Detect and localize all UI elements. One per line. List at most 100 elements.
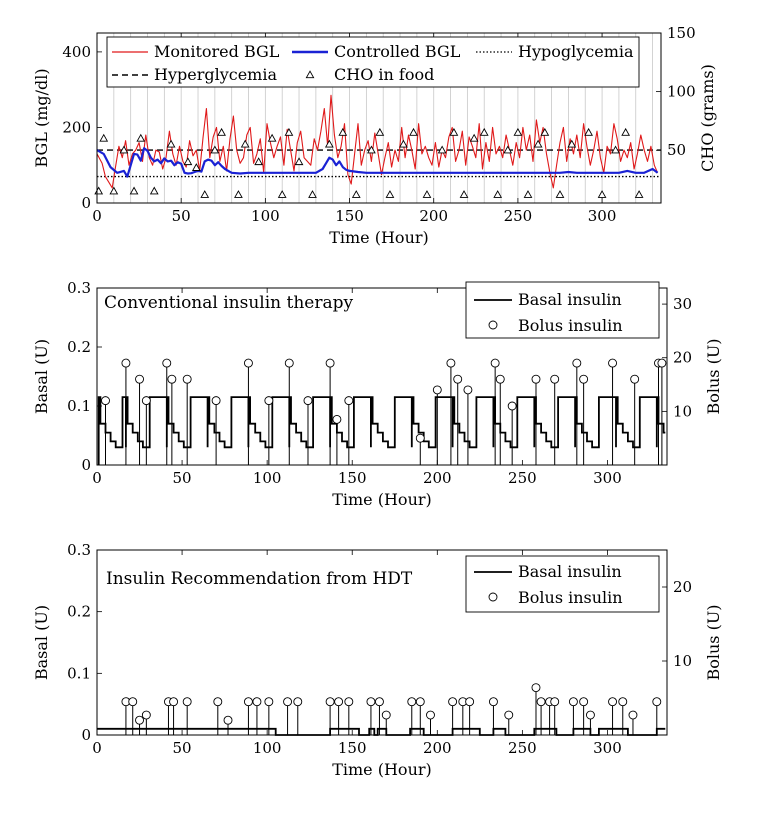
cho-marker (119, 145, 129, 154)
bolus-marker (211, 396, 221, 406)
bolus-marker (325, 697, 335, 707)
x-tick-label: 150 (335, 207, 364, 225)
cho-marker (469, 133, 479, 142)
legend-symbol (488, 320, 498, 330)
cho-marker (540, 127, 550, 136)
bolus-marker (495, 374, 505, 384)
bolus-marker (252, 697, 262, 707)
bolus-marker (135, 715, 144, 725)
bolus-marker (550, 697, 560, 707)
bolus-marker (465, 697, 475, 707)
cho-marker (634, 190, 644, 198)
bolus-marker (415, 433, 425, 443)
cho-marker (200, 190, 210, 198)
cho-marker (338, 127, 348, 136)
legend: Basal insulin Bolus insulin (465, 281, 660, 339)
y2-axis-label: CHO (grams) (698, 64, 717, 172)
x-tick-label: 150 (338, 739, 367, 757)
x-tick-label: 300 (593, 739, 622, 757)
conventional-insulin-panel: 0 50 100 150 200 250 300 0 0.1 0.2 0.3 10 20 30 Time (… (32, 279, 723, 509)
x-tick-label: 300 (593, 469, 622, 487)
cho-marker (294, 157, 304, 166)
cho-marker (422, 190, 432, 198)
cho-marker (129, 186, 139, 195)
cho-marker (555, 190, 565, 198)
y2-tick-label: 10 (673, 402, 692, 420)
y-tick-label: 0.3 (67, 279, 91, 297)
bolus-marker (141, 710, 151, 720)
bolus-marker (488, 697, 498, 707)
cho-marker (621, 127, 631, 136)
y-axis-label: BGL (mg/dl) (32, 68, 51, 167)
bolus-marker (213, 697, 223, 707)
bolus-marker (579, 374, 589, 384)
y-tick-label: 0.1 (67, 397, 91, 415)
panel-annotation: Insulin Recommendation from HDT (106, 569, 413, 589)
bolus-marker (101, 396, 110, 406)
legend-label: Hyperglycemia (154, 65, 277, 84)
bolus-marker (293, 697, 303, 707)
bolus-marker (618, 697, 628, 707)
cho-marker (277, 190, 287, 198)
bolus-marker (446, 358, 456, 368)
x-tick-label: 250 (504, 207, 533, 225)
bolus-marker (585, 710, 595, 720)
bolus-marker (628, 710, 638, 720)
bolus-marker (536, 697, 546, 707)
cho-marker (399, 139, 408, 148)
bolus-marker (344, 396, 354, 406)
y-tick-label: 200 (62, 118, 91, 136)
bolus-marker (448, 697, 458, 707)
x-tick-label: 100 (253, 469, 282, 487)
y2-tick-label: 10 (673, 652, 692, 670)
cho-marker (503, 145, 513, 154)
y2-axis-label: Bolus (U) (704, 604, 723, 680)
y-axis-label: Basal (U) (32, 605, 51, 680)
bolus-marker (463, 385, 473, 395)
bolus-marker (128, 697, 138, 707)
bolus-marker (243, 358, 253, 368)
x-tick-label: 50 (173, 739, 192, 757)
y-tick-label: 0.1 (67, 664, 91, 682)
bolus-marker (657, 358, 667, 368)
cho-marker (513, 127, 523, 136)
x-tick-label: 100 (253, 739, 282, 757)
cho-marker (267, 133, 277, 142)
cho-marker (240, 139, 250, 148)
bolus-marker (652, 697, 662, 707)
bolus-marker (303, 396, 313, 406)
cho-marker (99, 133, 109, 142)
cho-marker (191, 163, 201, 171)
cho-marker (351, 190, 361, 198)
y2-tick-label: 20 (673, 349, 692, 367)
controlled-bgl-line (96, 147, 659, 178)
x-axis-label: Time (Hour) (329, 228, 429, 247)
bolus-marker (507, 401, 517, 411)
x-tick-label: 250 (508, 739, 537, 757)
cho-marker (308, 190, 317, 198)
bolus-marker (332, 414, 342, 424)
bolus-marker (325, 358, 335, 368)
legend-box (106, 36, 640, 88)
x-tick-label: 200 (423, 739, 452, 757)
cho-marker (94, 186, 104, 195)
legend-label: Controlled BGL (334, 42, 461, 61)
bolus-marker (135, 374, 144, 384)
cho-marker (437, 145, 447, 154)
y2-tick-label: 30 (673, 295, 692, 313)
x-axis-label: Time (Hour) (332, 760, 432, 779)
x-tick-label: 150 (338, 469, 367, 487)
cho-marker (210, 145, 220, 154)
bolus-marker (284, 358, 294, 368)
legend-label: CHO in food (334, 65, 434, 84)
cho-marker (234, 190, 243, 198)
bolus-marker (167, 374, 177, 384)
bolus-marker (141, 396, 151, 406)
cho-marker (584, 127, 593, 136)
cho-marker (324, 139, 334, 148)
plot-frame (96, 32, 662, 204)
bolus-marker (169, 697, 179, 707)
legend-label: Bolus insulin (518, 316, 623, 335)
y-tick-label: 0.2 (67, 338, 91, 356)
